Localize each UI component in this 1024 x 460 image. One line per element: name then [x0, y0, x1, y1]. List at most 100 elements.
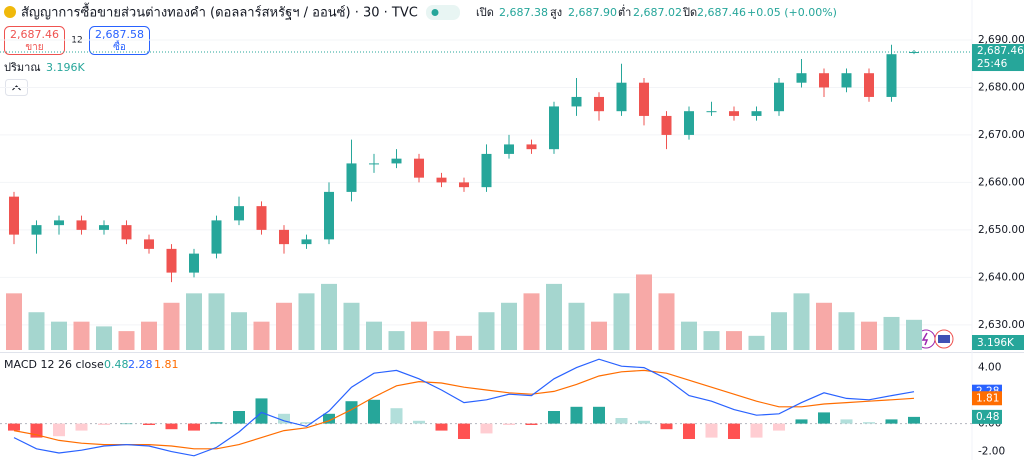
- volume-bar: [793, 293, 810, 350]
- macd-hist-bar: [143, 423, 155, 425]
- countdown-label: 25:46: [977, 58, 1008, 70]
- signal-tag-label: 1.81: [976, 392, 999, 404]
- candle-body: [121, 225, 132, 240]
- macd-hist-bar: [53, 423, 65, 437]
- candle-body: [706, 111, 717, 113]
- volume-bar: [388, 331, 405, 350]
- candle-body: [616, 82, 627, 112]
- volume-bar: [681, 321, 697, 350]
- last-price-tag: [972, 44, 1024, 72]
- open-label: เปิด: [476, 6, 494, 19]
- macd-hist-bar: [795, 419, 808, 424]
- y-tick-label: 2,650.00: [978, 224, 1024, 236]
- volume-bar: [501, 302, 517, 350]
- sell-button[interactable]: [4, 26, 65, 55]
- macd-tick-label: -2.00: [978, 446, 1005, 458]
- candle-body: [684, 111, 694, 135]
- volume-bar: [613, 293, 630, 350]
- symbol-icon: [4, 6, 16, 18]
- macd-hist-bar: [638, 420, 650, 424]
- candle-body: [436, 177, 447, 183]
- candle-body: [31, 225, 42, 235]
- macd-hist-bar: [345, 401, 358, 424]
- candle-body: [796, 73, 807, 83]
- volume-bar: [456, 335, 472, 350]
- buy-button[interactable]: [89, 26, 150, 55]
- open-value: 2,687.38: [499, 6, 548, 19]
- volume-bar: [118, 331, 135, 350]
- candle-body: [549, 106, 559, 150]
- last-price-label: 2,687.46: [977, 45, 1024, 57]
- collapse-icon: [12, 85, 21, 91]
- volume-bar: [703, 331, 720, 350]
- macd-hist-bar: [705, 423, 718, 438]
- volume-bar: [726, 331, 742, 350]
- macd-hist-bar: [885, 419, 898, 424]
- change-value: +0.05 (+0.00%): [747, 6, 837, 19]
- volume-bar: [838, 312, 855, 350]
- macd-hist-bar: [233, 411, 245, 424]
- y-tick-label: 2,670.00: [978, 129, 1024, 141]
- candle-body: [54, 220, 64, 226]
- macd-hist-bar: [8, 423, 20, 431]
- candle-body: [729, 111, 739, 116]
- macd-hist-bar: [390, 408, 403, 424]
- candle-body: [76, 220, 87, 230]
- candle-body: [256, 206, 267, 230]
- candle-body: [819, 73, 829, 88]
- macd-macd-line: [13, 358, 915, 457]
- buy-price: 2,687.58: [95, 28, 144, 41]
- candle-body: [324, 191, 334, 240]
- low-label: ต่ำ: [618, 4, 631, 19]
- lightning-glyph: [921, 332, 929, 346]
- status-dot: [431, 9, 439, 16]
- volume-bar: [208, 293, 225, 350]
- macd-hist-bar: [300, 422, 313, 424]
- candle-body: [504, 144, 514, 154]
- volume-bar: [861, 321, 877, 350]
- candle-body: [459, 182, 469, 188]
- y-tick-label: 2,630.00: [978, 319, 1024, 331]
- macd-hist-bar: [120, 423, 133, 425]
- volume-bar: [523, 293, 540, 350]
- hist-tag-label: 0.48: [976, 411, 999, 423]
- volume-bar: [343, 302, 360, 350]
- macd-hist-bar: [908, 416, 920, 424]
- macd-line-legend: 2.28: [128, 358, 153, 371]
- candle-body: [639, 82, 649, 116]
- volume-bar: [298, 293, 315, 350]
- candle-body: [346, 163, 357, 192]
- macd-hist-bar: [210, 422, 223, 424]
- spread: 12: [71, 36, 82, 46]
- candle-body: [841, 73, 852, 88]
- macd-hist-bar: [728, 423, 740, 439]
- volume-bar: [906, 319, 922, 350]
- volume-bar: [568, 302, 585, 350]
- volume-tag-label: 3.196K: [977, 337, 1015, 349]
- macd-hist-bar: [660, 423, 673, 430]
- macd-hist-bar: [480, 423, 493, 434]
- candle-body: [301, 239, 312, 245]
- volume-bar: [658, 293, 675, 350]
- macd-hist-bar: [773, 423, 785, 431]
- volume-bar: [366, 321, 382, 350]
- macd-hist-bar: [863, 422, 875, 424]
- volume-bar: [163, 302, 180, 350]
- status-badge[interactable]: [426, 5, 460, 20]
- volume-bar: [276, 302, 292, 350]
- volume-bar: [73, 321, 90, 350]
- macd-legend-label: MACD 12 26 close: [4, 358, 104, 371]
- candle-body: [526, 144, 537, 150]
- candle-body: [369, 163, 379, 165]
- macd-signal-line: [13, 369, 915, 450]
- candle-body: [661, 115, 672, 135]
- symbol-title[interactable]: สัญญาการซื้อขายส่วนต่างทองคำ (ดอลลาร์สหร…: [21, 3, 418, 21]
- volume-bar: [253, 321, 270, 350]
- y-tick-label: 2,640.00: [978, 271, 1024, 283]
- macd-tick-label: 4.00: [978, 362, 1001, 374]
- low-value: 2,687.02: [633, 6, 682, 19]
- candle-body: [751, 111, 762, 116]
- macd-hist-bar: [255, 398, 268, 424]
- close-label: ปิด: [682, 6, 697, 19]
